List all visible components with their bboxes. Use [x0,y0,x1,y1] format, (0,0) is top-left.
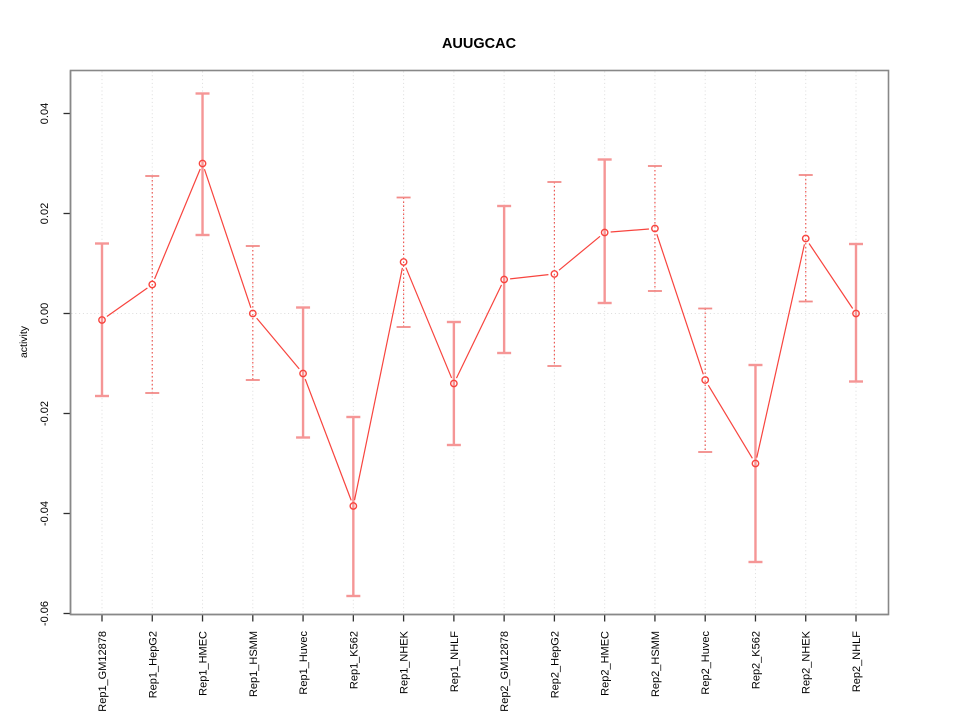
x-tick-label: Rep2_HSMM [650,631,662,697]
data-point [550,270,559,278]
data-point [801,234,810,243]
series-segment [510,274,549,280]
x-tick-label: Rep2_HepG2 [549,631,561,698]
data-point [148,280,157,289]
x-tick-label: Rep1_HepG2 [147,631,159,698]
x-tick-label: Rep2_HMEC [600,631,612,696]
data-point [449,379,458,388]
chart-title: AUUGCAC [442,36,517,52]
series-segment [610,228,649,233]
data-point [751,459,760,468]
y-tick-label: 0.02 [39,203,51,224]
data-point [500,275,509,284]
series-line [106,168,854,501]
y-tick-label: 0.00 [39,303,51,324]
data-point [248,309,257,318]
data-point [198,159,207,168]
y-tick-label: 0.04 [39,103,51,124]
axes [63,70,889,622]
y-tick-label: -0.04 [39,501,51,526]
x-tick-label: Rep1_NHLF [449,631,461,692]
series-segment [203,168,252,309]
series-segment [353,267,403,501]
axis-labels: 0.04 0.02 0.00 -0.02 -0.04 -0.06 Rep1_GM12878 R… [39,103,863,712]
x-tick-label: Rep1_K562 [348,631,360,689]
data-point [701,376,710,384]
series-segment [656,234,704,375]
series-segment [455,284,503,379]
data-point [98,316,106,324]
data-point [299,369,307,378]
gridlines [71,71,888,614]
series-segment [707,384,753,459]
y-tick-label: -0.06 [39,601,51,626]
y-tick-label: -0.02 [39,401,51,426]
x-tick-label: Rep1_GM12878 [97,631,109,712]
error-bars [95,92,863,598]
series-segment [558,235,601,271]
x-tick-label: Rep1_HSMM [248,631,260,697]
data-point [349,502,358,510]
series-segment [405,267,453,379]
series-segment [154,168,201,280]
series-segment [756,244,806,458]
series-points [98,159,860,510]
series-segment [808,243,854,309]
x-tick-label: Rep2_NHLF [851,631,863,692]
series-segment [106,287,148,318]
plot-border [69,69,890,616]
x-tick-label: Rep1_HMEC [198,631,210,696]
x-tick-label: Rep2_NHEK [801,630,813,694]
data-point [600,228,609,237]
x-tick-label: Rep2_GM12878 [499,631,511,712]
x-tick-label: Rep2_Huvec [700,631,712,695]
y-axis-title: activity [18,325,30,358]
series-segment [304,378,352,501]
x-tick-label: Rep1_NHEK [399,630,411,694]
data-point [852,309,860,318]
data-point [399,258,408,266]
x-tick-label: Rep1_Huvec [298,631,310,695]
data-point [651,224,659,233]
series-segment [256,317,300,370]
x-tick-label: Rep2_K562 [750,631,762,689]
